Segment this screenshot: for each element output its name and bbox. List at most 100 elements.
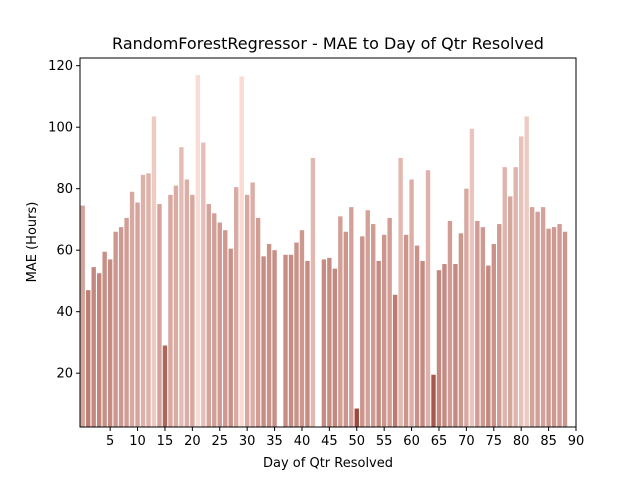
bar-day-45 <box>327 257 332 427</box>
bar-day-17 <box>173 185 179 427</box>
bar-day-61 <box>414 245 420 427</box>
bar-day-50 <box>354 408 359 427</box>
x-tick-label: 50 <box>349 434 366 449</box>
bar-day-0 <box>80 205 85 427</box>
bar-day-25 <box>217 222 222 427</box>
x-tick-label: 55 <box>376 434 393 449</box>
bar-day-88 <box>562 231 568 427</box>
bar-day-32 <box>255 217 261 427</box>
bar-day-72 <box>475 220 480 427</box>
bar-day-28 <box>234 187 239 427</box>
bar-day-42 <box>310 157 316 427</box>
bar-day-15 <box>162 345 168 427</box>
bars <box>80 74 568 428</box>
bar-day-68 <box>453 264 458 427</box>
bar-day-53 <box>371 224 376 427</box>
bar-day-54 <box>376 260 381 427</box>
bar-day-66 <box>442 264 447 427</box>
bar-day-80 <box>519 136 524 427</box>
plot-frame <box>79 57 577 428</box>
bar-day-82 <box>529 207 535 427</box>
bar-day-33 <box>261 256 266 427</box>
bar-day-47 <box>338 216 343 427</box>
bar-day-49 <box>349 207 354 427</box>
bar-day-55 <box>381 234 387 427</box>
bar-day-22 <box>201 142 206 427</box>
bar-day-31 <box>250 182 255 427</box>
bar-day-87 <box>557 224 562 427</box>
bar-day-86 <box>551 227 557 427</box>
x-tick-label: 45 <box>321 434 338 449</box>
bar-day-56 <box>387 217 392 427</box>
bar-day-2 <box>91 267 96 427</box>
bar-day-76 <box>497 224 502 427</box>
x-tick-label: 10 <box>129 434 146 449</box>
bar-day-59 <box>403 234 409 427</box>
bar-day-34 <box>266 244 272 427</box>
x-tick-label: 60 <box>403 434 420 449</box>
bar-day-85 <box>546 228 551 427</box>
bar-day-41 <box>305 260 310 427</box>
bar-day-40 <box>299 230 305 427</box>
bar-day-75 <box>491 244 496 427</box>
bar-day-44 <box>321 259 327 427</box>
x-tick-label: 30 <box>239 434 256 449</box>
bar-day-18 <box>179 147 184 428</box>
bar-day-20 <box>190 194 195 427</box>
y-tick-label: 100 <box>48 121 73 136</box>
y-tick-label: 20 <box>56 367 73 382</box>
x-tick-label: 75 <box>486 434 503 449</box>
bar-day-12 <box>146 173 151 427</box>
x-tick-label: 5 <box>106 434 114 449</box>
bar-day-21 <box>195 74 201 427</box>
y-tick-label: 60 <box>56 244 73 259</box>
bar-day-8 <box>124 217 129 427</box>
x-axis-label: Day of Qtr Resolved <box>263 456 393 471</box>
bar-day-30 <box>244 194 250 427</box>
chart-title: RandomForestRegressor - MAE to Day of Qt… <box>112 34 544 53</box>
bar-day-13 <box>151 116 157 428</box>
bar-day-16 <box>168 194 173 427</box>
x-axis-ticks: 5 10 15 20 25 30 35 40 45 50 55 60 65 70 75 80 85 90 <box>106 427 584 449</box>
bar-day-73 <box>480 227 486 427</box>
bar-day-4 <box>102 251 107 427</box>
bar-day-14 <box>157 204 162 427</box>
bar-day-19 <box>184 179 190 427</box>
bar-day-29 <box>239 76 244 427</box>
bar-day-6 <box>113 231 118 427</box>
x-tick-label: 90 <box>568 434 585 449</box>
bar-day-10 <box>135 202 140 427</box>
bar-day-62 <box>420 260 425 427</box>
x-tick-label: 70 <box>458 434 475 449</box>
bar-day-81 <box>524 116 529 428</box>
bar-day-46 <box>332 268 338 427</box>
bar-day-57 <box>392 294 398 427</box>
y-tick-label: 40 <box>56 305 73 320</box>
bar-day-60 <box>409 179 414 427</box>
bar-day-74 <box>486 265 491 427</box>
bar-day-48 <box>343 231 349 427</box>
y-axis-ticks: 20 40 60 80 100 120 <box>48 59 80 382</box>
bar-day-67 <box>447 220 453 427</box>
bar-day-84 <box>540 207 546 427</box>
x-tick-label: 40 <box>294 434 311 449</box>
x-tick-label: 80 <box>513 434 530 449</box>
x-tick-label: 15 <box>157 434 174 449</box>
axes <box>79 57 577 428</box>
bar-day-37 <box>283 254 288 427</box>
bar-day-5 <box>107 259 113 427</box>
bar-day-77 <box>502 167 507 427</box>
bar-day-11 <box>140 174 146 427</box>
bar-day-65 <box>436 270 442 427</box>
bar-day-51 <box>360 236 365 427</box>
x-tick-label: 25 <box>211 434 228 449</box>
x-tick-label: 35 <box>266 434 283 449</box>
bar-day-79 <box>513 167 518 427</box>
bar-day-38 <box>288 254 294 427</box>
x-tick-label: 65 <box>431 434 448 449</box>
bar-day-3 <box>96 273 102 427</box>
bar-day-69 <box>458 233 464 427</box>
bar-day-83 <box>535 211 540 427</box>
bar-day-70 <box>464 188 469 427</box>
